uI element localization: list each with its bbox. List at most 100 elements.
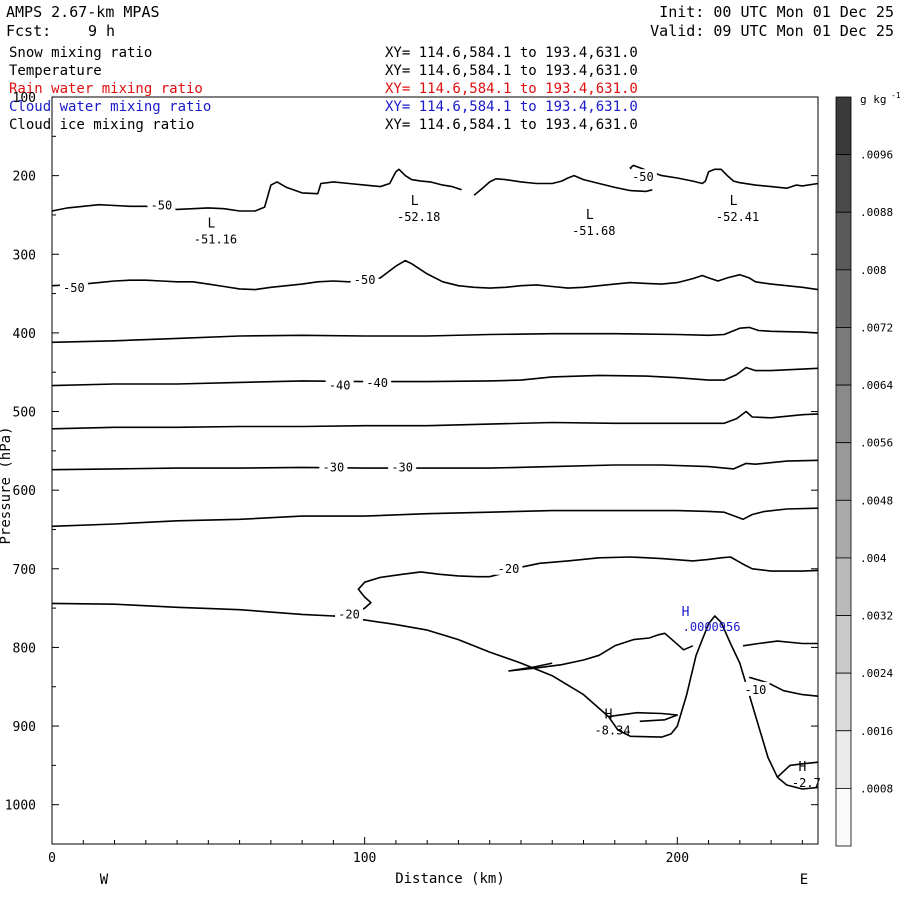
- colorbar-level-label: .0072: [860, 321, 893, 334]
- extremum-value: -51.68: [572, 224, 615, 238]
- extremum-value: -2.7: [792, 776, 821, 790]
- colorbar-bin: [835, 499, 852, 559]
- cloud-water-max-value: .0000956: [683, 620, 741, 634]
- temperature-contour-16: [776, 761, 819, 778]
- contour-label: -10: [745, 683, 767, 697]
- variable-xy-temperature: XY= 114.6,584.1 to 193.4,631.0: [385, 63, 638, 79]
- temperature-contour-5: [51, 366, 819, 387]
- colorbar-bin: [835, 787, 852, 847]
- temperature-contour-7: [51, 459, 819, 471]
- east-label: E: [800, 872, 808, 888]
- contour-label-bg: [741, 681, 770, 696]
- y-tick-label: 500: [13, 406, 36, 421]
- variable-xy-rain: XY= 114.6,584.1 to 193.4,631.0: [385, 81, 638, 97]
- temperature-contour-12: [508, 662, 553, 672]
- colorbar-bin: [835, 211, 852, 271]
- y-tick-label: 100: [13, 91, 36, 106]
- y-tick-label: 300: [13, 248, 36, 263]
- colorbar-level-label: .0032: [860, 610, 893, 623]
- colorbar-bin: [835, 269, 852, 328]
- y-tick-label: 1000: [5, 799, 36, 814]
- colorbar-bin: [835, 384, 852, 444]
- colorbar-level-label: .0016: [860, 725, 893, 738]
- colorbar-level-label: .008: [860, 264, 887, 277]
- y-tick-label: 800: [13, 641, 36, 656]
- y-tick-label: 600: [13, 484, 36, 499]
- colorbar-level-label: .0024: [860, 667, 893, 680]
- contour-label: -30: [323, 460, 345, 474]
- contour-label: -30: [391, 460, 413, 474]
- colorbar-bin: [835, 730, 852, 789]
- extremum-mark: H: [798, 760, 806, 775]
- west-label: W: [100, 872, 109, 888]
- contour-label-bg: [325, 377, 354, 392]
- contour-label: -50: [354, 273, 376, 287]
- y-tick-label: 700: [13, 563, 36, 578]
- temperature-contour-11: [508, 632, 694, 672]
- contour-label: -40: [329, 379, 351, 393]
- colorbar-bin: [835, 327, 852, 386]
- variable-name-rain: Rain water mixing ratio: [9, 81, 203, 97]
- temperature-contour-14: [742, 640, 818, 647]
- contour-label-bg: [350, 272, 379, 287]
- forecast-hour: 9 h: [88, 22, 116, 40]
- x-tick-label: 0: [48, 851, 56, 866]
- variable-name-cloud-ice: Cloud ice mixing ratio: [9, 117, 195, 133]
- colorbar-bin: [835, 96, 852, 156]
- colorbar-level-label: .0096: [860, 149, 893, 162]
- extremum-value: -52.41: [716, 210, 759, 224]
- variable-name-snow: Snow mixing ratio: [9, 45, 153, 61]
- temperature-contour-1: [473, 174, 653, 196]
- contour-label-bg: [59, 280, 88, 295]
- init-time: Init: 00 UTC Mon 01 Dec 25: [659, 3, 894, 21]
- extremum-mark: L: [586, 208, 594, 223]
- x-tick-label: 200: [666, 851, 689, 866]
- contour-label-bg: [628, 169, 657, 184]
- contour-label-bg: [363, 375, 392, 390]
- cloud-water-max-mark: H: [682, 605, 690, 620]
- colorbar-level-label: .0048: [860, 494, 893, 507]
- contour-label: -50: [63, 281, 85, 295]
- contour-label-bg: [494, 560, 523, 575]
- temperature-contour-4: [51, 326, 819, 344]
- temperature-contour-6: [51, 410, 819, 430]
- colorbar-bin: [835, 615, 852, 674]
- y-tick-label: 400: [13, 327, 36, 342]
- y-tick-label: 900: [13, 720, 36, 735]
- temperature-contour-13: [748, 676, 819, 697]
- contour-label-bg: [319, 459, 348, 474]
- x-axis-label: Distance (km): [395, 871, 505, 887]
- contour-label-bg: [388, 459, 417, 474]
- temperature-contour-8: [51, 507, 819, 528]
- colorbar-level-label: .004: [860, 552, 887, 565]
- extremum-mark: L: [208, 217, 216, 232]
- y-tick-label: 200: [13, 170, 36, 185]
- colorbar-unit-exponent: -1: [891, 91, 900, 100]
- contour-label-bg: [335, 606, 364, 621]
- extremum-value: -8.34: [594, 723, 630, 737]
- x-tick-label: 100: [353, 851, 376, 866]
- temperature-contour-10: [333, 556, 819, 617]
- contour-label: -50: [151, 199, 173, 213]
- variable-xy-cloud-ice: XY= 114.6,584.1 to 193.4,631.0: [385, 117, 638, 133]
- temperature-contour-3: [51, 259, 819, 291]
- y-axis-label: Pressure (hPa): [0, 426, 14, 544]
- colorbar-bin: [835, 557, 852, 616]
- variable-xy-snow: XY= 114.6,584.1 to 193.4,631.0: [385, 45, 638, 61]
- model-title: AMPS 2.67-km MPAS: [6, 3, 160, 21]
- variable-xy-cloud-water: XY= 114.6,584.1 to 193.4,631.0: [385, 99, 638, 115]
- colorbar-bin: [835, 672, 852, 732]
- forecast-label: Fcst:: [6, 22, 52, 40]
- contour-label: -20: [498, 562, 520, 576]
- contour-label: -20: [338, 607, 360, 621]
- colorbar-bin: [835, 154, 852, 213]
- colorbar-level-label: .0064: [860, 379, 893, 392]
- extremum-mark: L: [730, 194, 738, 209]
- variable-name-cloud-water: Cloud water mixing ratio: [9, 99, 212, 115]
- valid-time: Valid: 09 UTC Mon 01 Dec 25: [650, 22, 894, 40]
- temperature-contour-2: [629, 164, 819, 189]
- contour-label: -50: [632, 170, 654, 184]
- colorbar-level-label: .0008: [860, 782, 893, 795]
- extremum-mark: H: [605, 707, 613, 722]
